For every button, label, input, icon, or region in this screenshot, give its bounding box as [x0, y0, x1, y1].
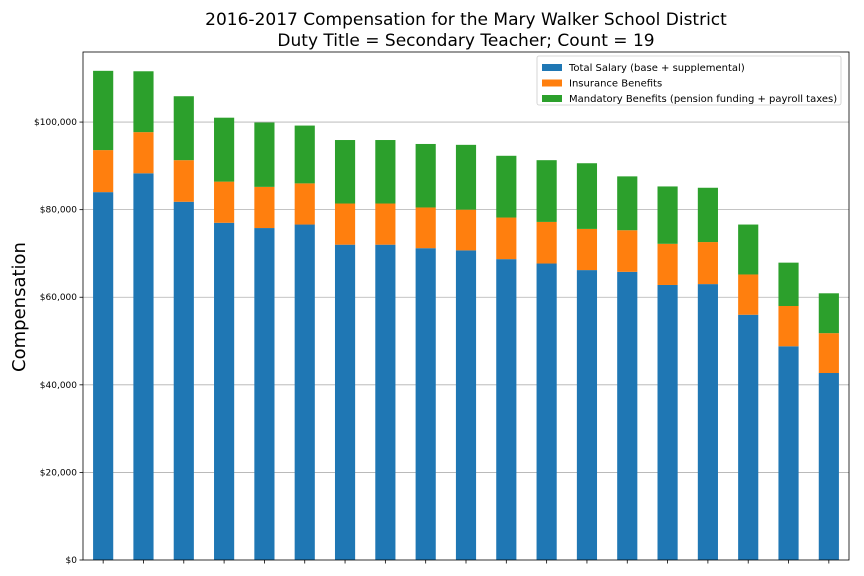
- bar-segment-series-1: [415, 207, 436, 249]
- bar-segment-series-2: [415, 143, 436, 208]
- bar-segment-series-0: [818, 373, 839, 560]
- bar-segment-series-1: [294, 183, 315, 225]
- bar-segment-series-1: [576, 228, 598, 271]
- bar-segment-series-0: [496, 259, 517, 560]
- bar-segment-series-2: [697, 187, 718, 243]
- bar-segment-series-0: [617, 271, 638, 560]
- axes: $0 $20,000 $40,000 $60,000 $80,000 $100,000: [34, 51, 850, 566]
- bar-segment-series-2: [657, 186, 678, 244]
- bar-segment-series-0: [294, 224, 315, 560]
- y-axis-label: Compensation: [9, 242, 30, 372]
- y-tick-label: $0: [66, 556, 78, 566]
- bar-segment-series-2: [133, 71, 154, 133]
- bar-segment-series-0: [214, 222, 235, 561]
- bar-segment-series-2: [173, 96, 194, 161]
- bar-segment-series-0: [173, 201, 194, 561]
- bar-segment-series-2: [778, 262, 799, 306]
- bar-segment-series-2: [818, 293, 839, 334]
- bar-segment-series-1: [617, 230, 638, 272]
- legend-swatch: [542, 79, 562, 87]
- bar-segment-series-1: [657, 243, 678, 285]
- legend-box: [536, 55, 842, 106]
- bar-segment-series-2: [576, 163, 598, 229]
- bar-segment-series-2: [455, 144, 477, 210]
- bar-segment-series-1: [334, 203, 356, 245]
- bar-segment-series-0: [657, 284, 678, 560]
- bar-segment-series-0: [455, 250, 477, 560]
- bar-segment-series-0: [536, 263, 557, 560]
- bar-segment-series-0: [415, 248, 436, 560]
- bar-segment-series-1: [375, 203, 396, 245]
- legend-label: Insurance Benefits: [569, 79, 662, 90]
- legend-label: Mandatory Benefits (pension funding + pa…: [569, 94, 837, 105]
- bar-segment-series-0: [576, 270, 598, 560]
- bar-segment-series-0: [254, 228, 275, 560]
- bar-segment-series-0: [738, 314, 759, 560]
- legend-swatch: [542, 95, 562, 102]
- bar-segment-series-1: [214, 181, 235, 223]
- legend-swatch: [542, 64, 562, 71]
- bar-segment-series-1: [536, 221, 557, 264]
- bar-segment-series-1: [778, 306, 799, 347]
- bar-segment-series-2: [375, 140, 396, 204]
- bar-segment-series-0: [93, 192, 114, 560]
- plot-frame: [82, 51, 850, 561]
- bar-segment-series-1: [738, 274, 759, 315]
- bar-segment-series-2: [536, 160, 557, 222]
- bar-segment-series-1: [697, 242, 718, 285]
- bar-segment-series-1: [496, 217, 517, 260]
- bar-segment-series-2: [617, 176, 638, 231]
- bar-segment-series-2: [294, 125, 315, 184]
- bar-segment-series-0: [334, 244, 356, 561]
- y-tick-label: $40,000: [40, 381, 77, 391]
- bar-segment-series-0: [133, 173, 154, 561]
- bar-segment-series-2: [93, 70, 114, 151]
- bar-segment-series-2: [496, 155, 517, 218]
- legend: Total Salary (base + supplemental) Insura…: [536, 55, 842, 106]
- bar-segment-series-1: [818, 333, 839, 374]
- bar-segment-series-0: [697, 284, 718, 560]
- y-tick-label: $100,000: [34, 118, 77, 128]
- bar-segment-series-1: [133, 132, 154, 174]
- bar-segment-series-2: [738, 224, 759, 275]
- y-tick-label: $20,000: [40, 468, 77, 478]
- legend-label: Total Salary (base + supplemental): [568, 63, 745, 74]
- bar-segment-series-1: [455, 209, 477, 251]
- bar-segment-series-1: [254, 186, 275, 229]
- bar-segment-series-2: [334, 140, 356, 204]
- bar-segment-series-2: [254, 122, 275, 187]
- bar-segment-series-1: [173, 160, 194, 202]
- bar-segment-series-0: [375, 244, 396, 561]
- bars: [93, 70, 839, 561]
- chart-subtitle: Duty Title = Secondary Teacher; Count = …: [277, 31, 654, 51]
- chart-title: 2016-2017 Compensation for the Mary Walk…: [205, 10, 727, 30]
- bar-segment-series-2: [214, 117, 235, 182]
- y-tick-label: $60,000: [40, 293, 77, 303]
- y-tick-label: $80,000: [40, 206, 77, 216]
- bar-segment-series-0: [778, 346, 799, 560]
- bar-segment-series-1: [93, 150, 114, 193]
